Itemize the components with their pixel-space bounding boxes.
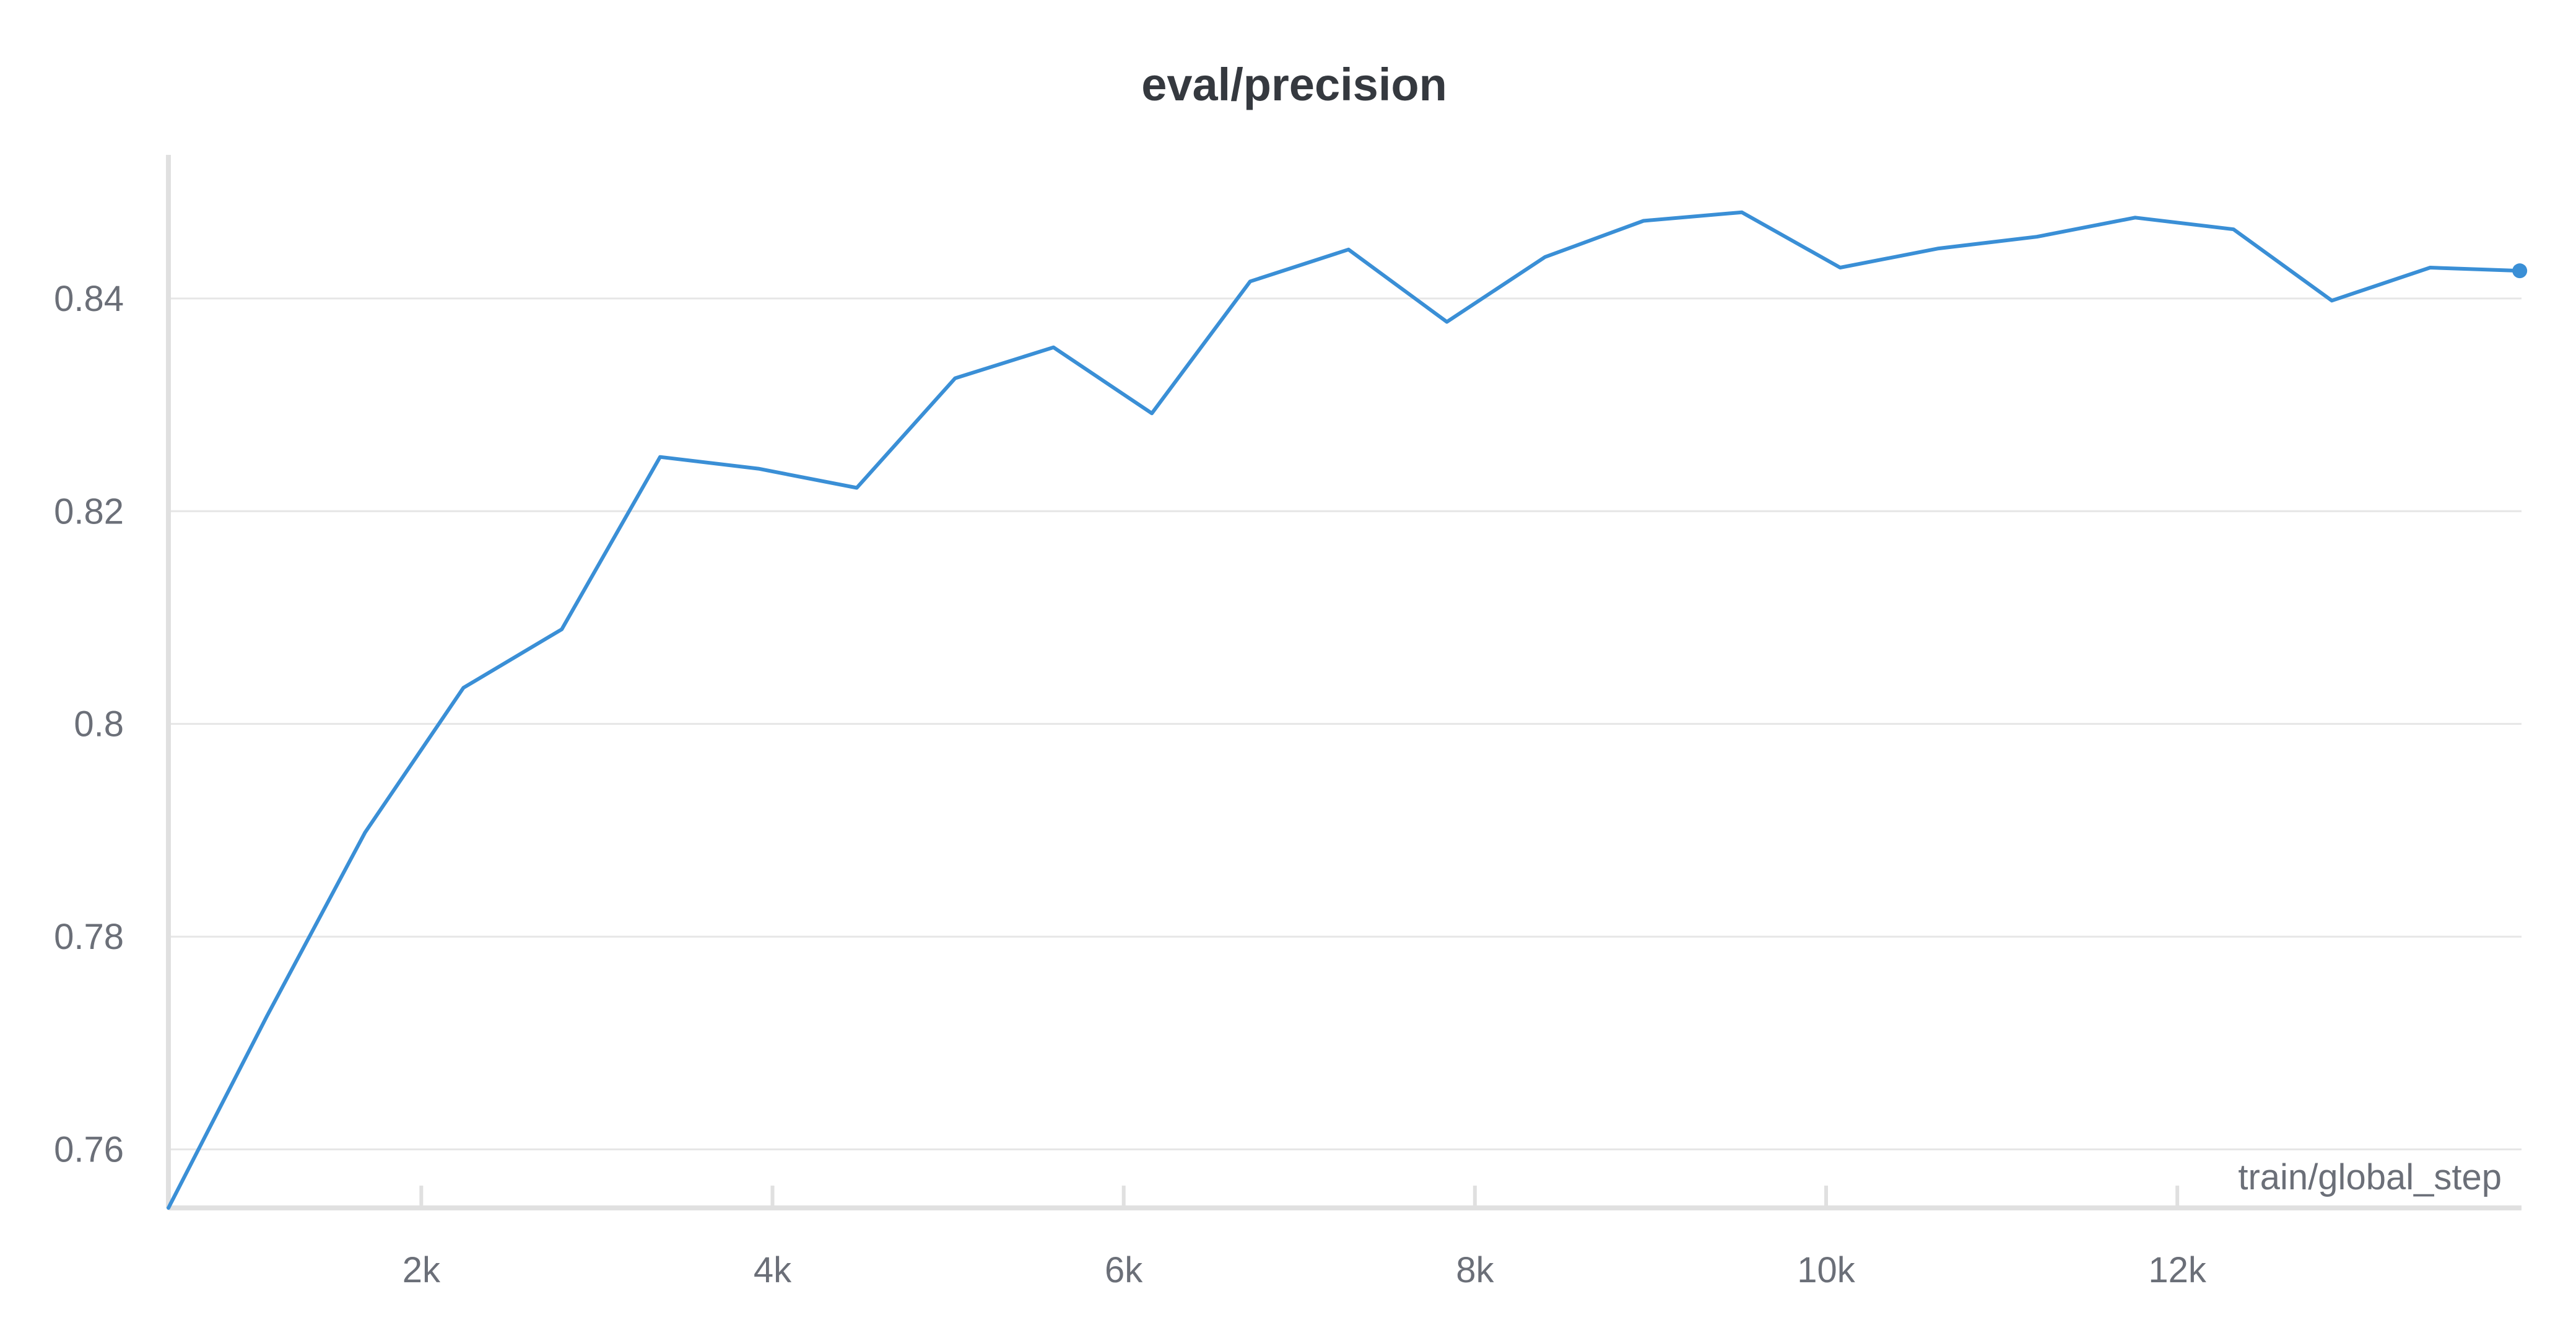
x-tick-label: 12k xyxy=(2148,1250,2207,1290)
series-layer xyxy=(167,210,2528,1210)
y-tick-label: 0.76 xyxy=(54,1130,124,1170)
x-tick-label: 8k xyxy=(1456,1250,1494,1290)
x-tick-label: 2k xyxy=(402,1250,441,1290)
y-tick-label: 0.84 xyxy=(54,279,124,319)
x-tick-label: 6k xyxy=(1105,1250,1143,1290)
x-tick-label: 4k xyxy=(754,1250,792,1290)
grid-layer xyxy=(168,297,2522,1151)
axis-layer: 0.76 0.78 0.8 0.82 0.84 2k 4k 6k 8k 10k 12k xyxy=(54,155,2522,1290)
y-tick-label: 0.82 xyxy=(54,491,124,531)
y-tick-label: 0.78 xyxy=(54,917,124,957)
x-tick-label: 10k xyxy=(1797,1250,1856,1290)
chart-title: eval/precision xyxy=(1141,59,1447,110)
x-axis-label: train/global_step xyxy=(2238,1157,2502,1197)
series-endpoint-marker xyxy=(2512,263,2528,279)
y-tick-label: 0.8 xyxy=(74,704,124,745)
series-line xyxy=(167,210,2522,1210)
